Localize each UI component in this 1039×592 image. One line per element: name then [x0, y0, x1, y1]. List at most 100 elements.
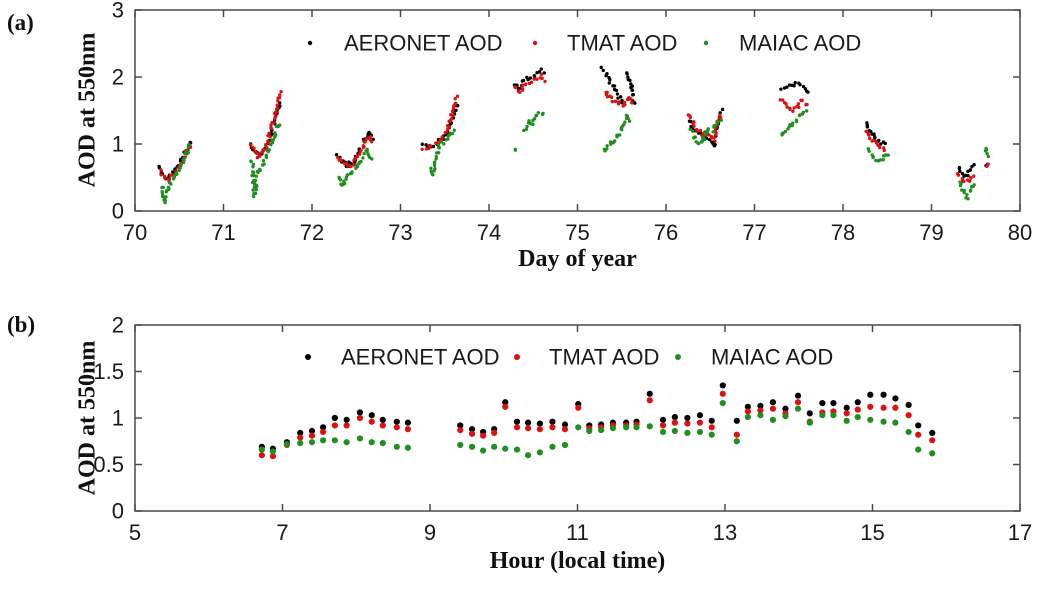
x-tick-label: 73 [388, 220, 412, 245]
series-aeronet-aod [157, 65, 990, 181]
data-point [956, 173, 961, 177]
data-point [183, 151, 187, 156]
data-point [393, 418, 400, 425]
data-point [541, 111, 545, 116]
data-point [719, 118, 724, 122]
data-point [972, 162, 976, 167]
data-point [866, 131, 870, 136]
data-point [886, 153, 890, 157]
data-point [516, 86, 521, 91]
data-point [929, 450, 936, 457]
data-point [258, 446, 265, 453]
data-point [179, 163, 183, 167]
data-point [524, 452, 532, 459]
data-point [629, 100, 634, 105]
data-point [480, 432, 487, 439]
data-point [518, 90, 522, 95]
data-point [352, 163, 356, 167]
data-point [532, 74, 537, 78]
data-point [524, 127, 529, 131]
data-point [258, 154, 262, 158]
data-point [983, 149, 988, 153]
legend-marker-aeronet-aod [307, 40, 313, 46]
panel-a-x-axis-label: Day of year [518, 246, 637, 272]
data-point [865, 125, 870, 129]
data-point [537, 70, 542, 74]
data-point [631, 92, 636, 97]
data-point [451, 113, 455, 118]
series-maiac-aod [258, 400, 936, 459]
data-point [575, 424, 582, 431]
data-point [368, 412, 375, 419]
data-point [854, 399, 861, 406]
data-point [605, 90, 609, 95]
data-point [331, 414, 338, 422]
data-point [543, 79, 547, 84]
data-point [513, 147, 518, 152]
data-point [985, 152, 989, 156]
data-point [429, 166, 433, 171]
data-point [712, 136, 716, 140]
data-point [561, 426, 569, 433]
data-point [684, 414, 691, 422]
data-point [549, 424, 556, 431]
data-point [881, 158, 885, 162]
data-point [706, 127, 711, 131]
data-point [915, 446, 922, 453]
data-point [520, 88, 525, 92]
data-point [279, 89, 283, 94]
data-point [892, 395, 899, 402]
x-tick-label: 13 [713, 520, 737, 545]
data-point [253, 182, 257, 186]
data-point [867, 403, 874, 410]
data-point [698, 128, 703, 133]
data-point [769, 399, 777, 406]
data-point [806, 90, 810, 94]
data-point [785, 105, 789, 109]
data-point [701, 136, 705, 141]
data-point [646, 423, 653, 430]
data-point [539, 67, 544, 71]
data-point [258, 167, 262, 172]
series-points-panel-b [258, 382, 936, 460]
data-point [966, 174, 970, 178]
data-point [431, 144, 436, 149]
data-point [787, 83, 792, 87]
data-point [253, 149, 257, 154]
legend-label: MAIAC AOD [711, 345, 833, 370]
x-tick-label: 75 [565, 220, 589, 245]
data-point [782, 405, 789, 412]
data-point [708, 431, 715, 438]
data-point [561, 421, 569, 428]
data-point [614, 88, 619, 93]
data-point [708, 417, 715, 424]
data-point [915, 422, 922, 429]
x-tick-label: 71 [211, 220, 235, 245]
data-point [805, 102, 809, 107]
data-point [455, 94, 460, 98]
data-point [513, 85, 518, 90]
data-point [531, 122, 535, 127]
data-point [536, 426, 543, 433]
data-point [757, 412, 764, 419]
data-point [480, 447, 487, 454]
data-point [275, 106, 280, 110]
data-point [733, 431, 740, 438]
data-point [691, 129, 695, 133]
data-point [379, 422, 386, 429]
data-point [528, 76, 533, 80]
data-point [744, 413, 751, 421]
data-point [867, 149, 871, 154]
data-point [800, 98, 804, 103]
data-point [646, 390, 653, 397]
legend-marker-tmat-aod [514, 354, 520, 360]
data-point [744, 403, 751, 410]
data-point [532, 117, 537, 121]
data-point [960, 188, 964, 192]
data-point [355, 155, 359, 159]
data-point [436, 143, 441, 147]
data-point [708, 424, 715, 431]
data-point [258, 452, 265, 459]
x-tick-label: 76 [654, 220, 678, 245]
data-point [575, 404, 582, 411]
